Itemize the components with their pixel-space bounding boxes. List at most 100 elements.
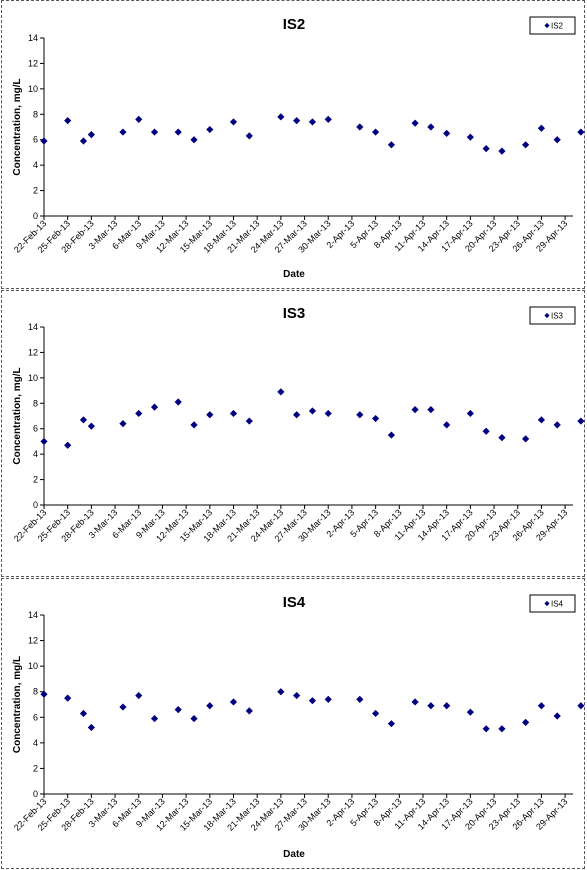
- data-point: [64, 441, 72, 449]
- data-point: [522, 141, 530, 149]
- data-point: [150, 714, 159, 723]
- chart-panel-is4: IS4 0 2 4 6 8 10 12 14 22-Feb-13 25-Feb-13 28-Feb-1…: [1, 578, 585, 869]
- data-point: [324, 115, 332, 123]
- y-tick-label: 12: [28, 58, 38, 68]
- chart-title: IS2: [283, 16, 306, 33]
- data-point: [443, 702, 451, 710]
- data-point: [119, 128, 127, 136]
- data-point: [372, 709, 380, 718]
- data-point: [466, 133, 474, 141]
- y-tick-label: 10: [28, 661, 38, 671]
- data-point: [190, 421, 198, 429]
- chart-panel-is2: IS2 0 2 4 6 8 10 12 14 22-Feb-13 25-Feb-13 28-Feb-1…: [1, 0, 585, 289]
- data-point: [482, 427, 490, 435]
- y-tick-label: 8: [33, 109, 38, 119]
- data-point: [482, 145, 490, 153]
- data-point: [443, 129, 451, 137]
- data-point: [135, 115, 143, 123]
- x-axis-label: Date: [283, 849, 305, 860]
- data-point: [40, 137, 48, 145]
- y-tick-label: 12: [28, 347, 38, 357]
- data-point: [356, 123, 364, 131]
- data-point: [498, 434, 506, 442]
- y-tick-label: 2: [33, 763, 38, 773]
- data-point: [206, 125, 214, 134]
- data-point: [190, 714, 198, 723]
- data-point: [411, 119, 419, 127]
- legend-marker: [544, 312, 550, 319]
- data-point: [79, 137, 88, 145]
- data-point: [190, 136, 198, 144]
- data-point: [64, 694, 72, 702]
- y-tick-label: 4: [33, 160, 38, 170]
- y-tick-label: 6: [33, 712, 38, 722]
- data-point: [324, 695, 332, 703]
- legend-box: [529, 16, 576, 35]
- data-point: [245, 417, 253, 425]
- data-point: [79, 709, 88, 718]
- data-point: [229, 409, 238, 418]
- data-point: [119, 703, 127, 711]
- data-point: [522, 435, 530, 443]
- y-tick-label: 14: [28, 322, 38, 332]
- data-point: [150, 403, 159, 411]
- data-point: [537, 702, 546, 710]
- legend-label: IS4: [551, 600, 564, 609]
- y-tick-label: 6: [33, 424, 38, 434]
- data-point: [387, 720, 396, 728]
- chart-svg: IS40246810121422-Feb-1325-Feb-1328-Feb-1…: [12, 594, 585, 860]
- data-point: [293, 117, 301, 125]
- y-tick-label: 8: [33, 687, 38, 697]
- data-point: [577, 702, 585, 710]
- data-point: [498, 725, 506, 733]
- data-point: [537, 416, 546, 424]
- chart-svg: IS30246810121422-Feb-1325-Feb-1328-Feb-1…: [12, 305, 585, 544]
- chart-title: IS3: [283, 305, 306, 322]
- data-point: [537, 124, 546, 132]
- y-tick-label: 8: [33, 398, 38, 408]
- y-tick-label: 10: [28, 373, 38, 383]
- data-point: [372, 128, 380, 136]
- data-point: [308, 697, 317, 705]
- data-point: [372, 414, 380, 423]
- data-point: [498, 147, 506, 155]
- y-axis-label: Concentration, mg/L: [12, 656, 23, 753]
- chart-panel-is3: IS3 0 2 4 6 8 10 12 14 22-Feb-13 25-Feb-13 28-Feb-1…: [1, 290, 585, 577]
- data-point: [135, 409, 143, 418]
- data-point: [245, 132, 253, 140]
- y-tick-label: 12: [28, 636, 38, 646]
- y-tick-label: 6: [33, 135, 38, 145]
- y-tick-label: 2: [33, 186, 38, 196]
- chart-title: IS4: [283, 594, 306, 611]
- data-point: [206, 411, 214, 419]
- data-point: [229, 118, 238, 126]
- data-point: [64, 117, 72, 125]
- data-point: [356, 695, 364, 703]
- data-point: [206, 702, 214, 710]
- y-tick-label: 10: [28, 84, 38, 94]
- data-point: [150, 128, 159, 136]
- y-tick-label: 0: [33, 211, 38, 221]
- data-point: [308, 407, 317, 415]
- data-point: [79, 416, 88, 424]
- data-point: [277, 388, 285, 396]
- y-tick-label: 4: [33, 449, 38, 459]
- x-axis-label: Date: [283, 269, 305, 280]
- data-point: [466, 409, 474, 418]
- data-point: [245, 707, 253, 715]
- data-point: [553, 712, 561, 720]
- y-axis-label: Concentration, mg/L: [12, 367, 23, 464]
- data-point: [553, 421, 561, 429]
- legend-marker: [544, 600, 550, 607]
- y-tick-label: 14: [28, 610, 38, 620]
- data-point: [387, 431, 396, 439]
- legend-box: [529, 306, 576, 325]
- data-point: [522, 718, 530, 726]
- y-tick-label: 0: [33, 789, 38, 799]
- data-point: [427, 406, 435, 414]
- data-point: [411, 698, 419, 706]
- data-point: [482, 725, 490, 733]
- data-point: [119, 420, 127, 428]
- data-point: [40, 690, 48, 698]
- data-point: [40, 437, 48, 446]
